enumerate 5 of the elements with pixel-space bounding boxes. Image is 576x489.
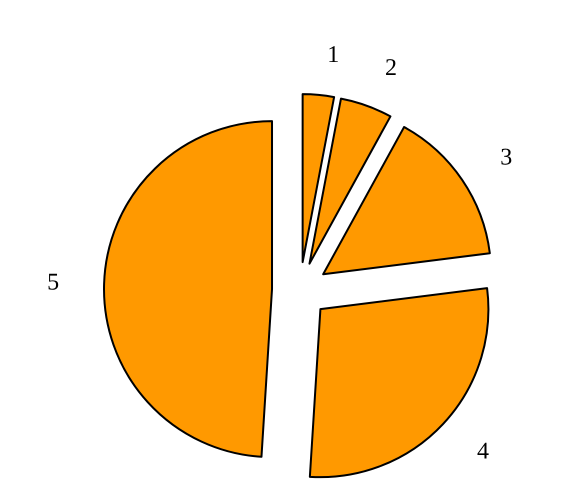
slice-label: 3	[500, 144, 512, 170]
slice-label: 2	[384, 54, 397, 81]
slice-label: 4	[477, 438, 490, 465]
slice-label: 1	[327, 42, 340, 68]
slice-label: 5	[47, 270, 60, 296]
